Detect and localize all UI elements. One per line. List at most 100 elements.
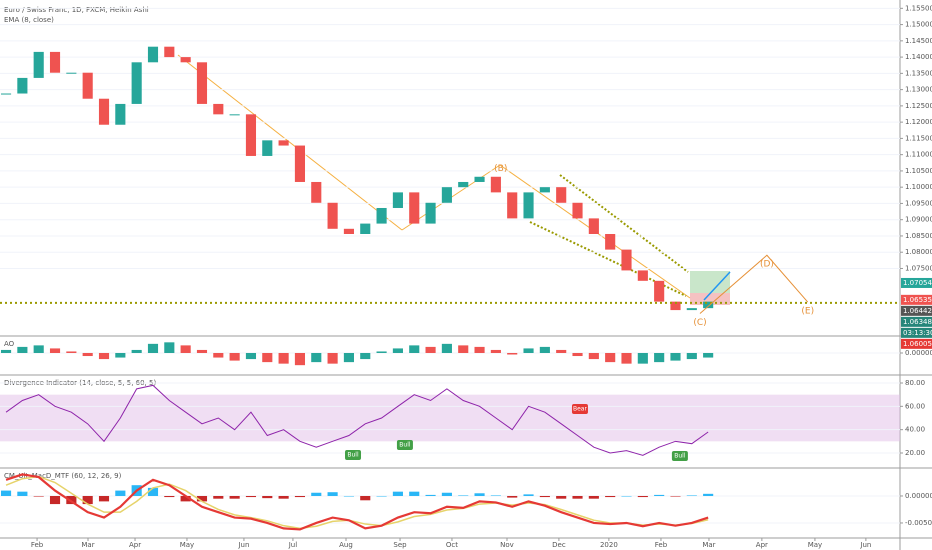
y-tick-label: 1.12000	[905, 118, 932, 126]
price-label-bg	[901, 294, 932, 305]
channel-line	[529, 221, 687, 297]
macd-histogram-bar	[458, 495, 469, 496]
signal-label-bg	[671, 451, 688, 462]
price-label-bg	[901, 316, 932, 327]
candle	[409, 192, 420, 224]
macd-histogram-bar	[621, 495, 632, 497]
candle	[392, 192, 403, 208]
candle	[458, 181, 469, 188]
candle	[98, 98, 110, 125]
signal-label-bg	[396, 439, 413, 450]
candle	[507, 192, 518, 219]
signal-label: Bear	[573, 406, 587, 413]
y-tick-label: 1.10500	[905, 167, 932, 175]
macd-histogram-bar	[82, 495, 93, 505]
macd-line	[5, 475, 709, 530]
candle	[654, 280, 665, 302]
candle	[703, 301, 714, 309]
candle	[180, 57, 191, 63]
macd-histogram-bar	[392, 491, 403, 496]
candle	[278, 140, 289, 146]
y-tick-label: 0.00000	[905, 492, 932, 500]
pane-title: CM_Ult_MacD_MTF (60, 12, 26, 9)	[4, 472, 122, 480]
x-tick-label: Jul	[288, 541, 298, 549]
macd-histogram-bar	[229, 495, 240, 499]
ao-bar	[507, 352, 518, 355]
y-tick-label: 1.12500	[905, 102, 932, 110]
ao-bar	[654, 352, 665, 363]
x-tick-label: 2020	[600, 541, 618, 549]
candle	[474, 176, 485, 182]
macd-histogram-bar	[637, 495, 648, 498]
ao-bar	[278, 352, 289, 364]
x-tick-label: May	[180, 541, 194, 549]
macd-histogram-bar	[294, 495, 306, 498]
candle	[262, 140, 273, 156]
ao-bar	[556, 349, 567, 353]
y-tick-label: 80.00	[905, 379, 925, 387]
candle	[376, 207, 387, 224]
ao-bar	[490, 349, 501, 353]
price-label-bg	[901, 277, 932, 288]
ao-bar	[115, 352, 126, 358]
ao-bar	[0, 349, 12, 353]
ao-bar	[49, 348, 61, 353]
macd-histogram-bar	[196, 495, 208, 502]
ao-bar	[66, 351, 77, 353]
indicator-title: EMA (8, close)	[4, 16, 54, 24]
macd-histogram-bar	[98, 495, 110, 502]
y-tick-label: 1.14500	[905, 37, 932, 45]
y-tick-label: 0.00000	[905, 349, 932, 357]
y-tick-label: -0.00500	[905, 519, 932, 527]
macd-histogram-bar	[409, 491, 420, 496]
ao-bar	[98, 352, 110, 360]
ao-bar	[703, 352, 714, 358]
macd-histogram-bar	[523, 494, 534, 496]
macd-histogram-bar	[164, 495, 175, 498]
ao-bar	[474, 346, 485, 353]
y-tick-label: 1.14000	[905, 53, 932, 61]
candle	[343, 228, 354, 234]
ao-bar	[605, 352, 616, 363]
ao-bar	[458, 345, 469, 353]
macd-histogram-bar	[490, 495, 501, 496]
candle	[229, 114, 240, 116]
wave-line	[699, 254, 809, 314]
y-tick-label: 1.13000	[905, 86, 932, 94]
y-tick-label: 1.08500	[905, 232, 932, 240]
macd-histogram-bar	[556, 495, 567, 499]
y-tick-label: 1.09500	[905, 199, 932, 207]
wave-label: (C)	[693, 318, 706, 328]
signal-label: Bull	[347, 451, 359, 458]
candle	[294, 145, 306, 182]
macd-histogram-bar	[278, 495, 289, 499]
band	[0, 394, 900, 442]
macd-histogram-bar	[180, 495, 191, 502]
ao-bar	[33, 345, 44, 353]
y-tick-label: 60.00	[905, 402, 925, 410]
x-tick-label: Mar	[81, 541, 94, 549]
macd-line	[5, 473, 709, 531]
macd-histogram-bar	[670, 495, 681, 497]
y-tick-label: 1.08000	[905, 248, 932, 256]
x-tick-label: Nov	[500, 541, 514, 549]
macd-histogram-bar	[588, 495, 599, 499]
ao-bar	[311, 352, 322, 363]
price-label: 1.06005	[903, 340, 932, 348]
macd-histogram-bar	[654, 494, 665, 496]
ao-bar	[670, 352, 681, 361]
candle	[327, 202, 338, 229]
ao-bar	[392, 348, 403, 353]
channel-line	[559, 174, 689, 273]
ao-bar	[360, 352, 371, 360]
candle	[82, 72, 93, 99]
y-tick-label: 20.00	[905, 449, 925, 457]
candle	[523, 192, 534, 219]
x-tick-label: Apr	[756, 541, 768, 549]
ao-bar	[180, 345, 191, 353]
ao-bar	[409, 345, 420, 353]
candle	[621, 249, 632, 271]
candle	[311, 181, 322, 203]
